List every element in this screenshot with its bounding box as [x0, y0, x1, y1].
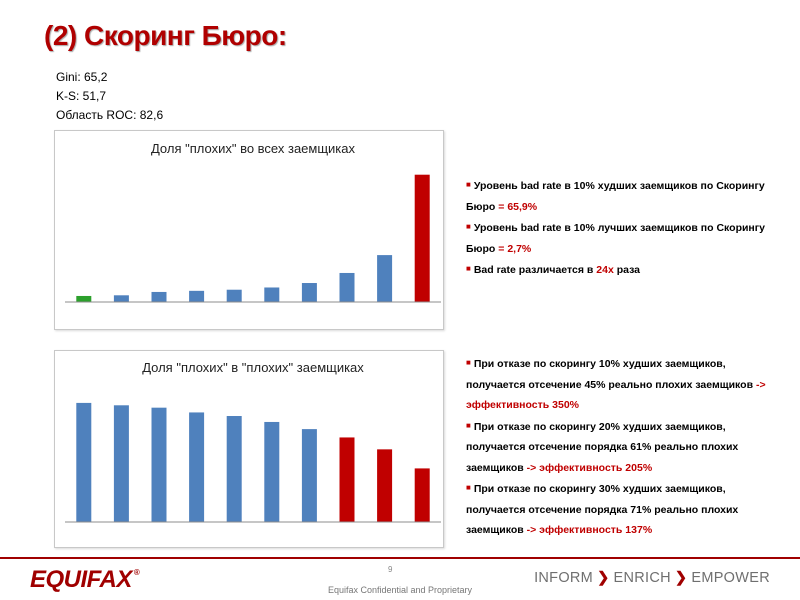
- note-text: Уровень bad rate в 10% лучших заемщиков …: [466, 222, 765, 255]
- confidential-notice: Equifax Confidential and Proprietary: [327, 585, 473, 595]
- note-item: ■ Bad rate различается в 24х раза: [466, 259, 786, 281]
- bar-10: [414, 174, 430, 302]
- bar-5: [226, 416, 242, 522]
- bullet-icon: ■: [466, 222, 471, 231]
- bar-10: [414, 468, 430, 522]
- bar-4: [189, 412, 205, 522]
- chart-title: Доля "плохих" в "плохих" заемщиках: [142, 360, 364, 375]
- chart-title: Доля "плохих" во всех заемщиках: [151, 141, 356, 156]
- note-item: ■ При отказе по скорингу 10% худших заемщ…: [466, 353, 786, 416]
- note-text: При отказе по скорингу 30% худших заемщи…: [466, 483, 739, 536]
- metrics-list: Gini: 65,2 K-S: 51,7 Область ROC: 82,6: [56, 68, 163, 125]
- tagline-enrich: ENRICH: [613, 570, 671, 586]
- footer-divider: [0, 557, 800, 559]
- bullet-icon: ■: [466, 180, 471, 189]
- bad-rate-notes: ■ Уровень bad rate в 10% худших заемщиков…: [466, 175, 786, 281]
- bar-7: [301, 283, 317, 302]
- tagline-separator-icon: ❯: [674, 570, 688, 586]
- note-text: При отказе по скорингу 20% худших заемщи…: [466, 420, 739, 474]
- note-highlight: -> эффективность 350%: [466, 378, 766, 412]
- registered-mark: ®: [133, 568, 140, 577]
- note-text: Bad rate различается в: [473, 264, 597, 276]
- bar-1: [76, 402, 92, 522]
- logo-text: EQUIFAX: [30, 566, 132, 593]
- tagline-inform: INFORM: [534, 570, 594, 586]
- note-text: Уровень bad rate в 10% худших заемщиков …: [466, 180, 765, 213]
- bar-9: [377, 255, 393, 302]
- note-item: ■ Уровень bad rate в 10% лучших заемщиков…: [466, 217, 786, 259]
- note-highlight: 24х: [596, 264, 614, 276]
- note-text-end: раза: [613, 264, 641, 276]
- bar-3: [151, 291, 167, 302]
- note-text: При отказе по скорингу 10% худших заемщи…: [466, 358, 756, 391]
- note-highlight: = 2,7%: [498, 242, 532, 255]
- roc-metric: Область ROC: 82,6: [56, 108, 164, 122]
- bar-6: [264, 421, 280, 522]
- bullet-icon: ■: [466, 264, 471, 273]
- bad-share-all-svg: Доля "плохих" во всех заемщиках: [65, 141, 441, 303]
- bar-9: [377, 449, 393, 522]
- note-highlight: -> эффективность 137%: [526, 524, 653, 536]
- note-highlight: -> эффективность 205%: [526, 461, 653, 474]
- bullet-icon: ■: [466, 420, 471, 430]
- bad-share-bad-chart: Доля "плохих" в "плохих" заемщиках: [54, 350, 444, 548]
- bad-share-bad-svg: Доля "плохих" в "плохих" заемщиках: [65, 360, 441, 523]
- bullet-icon: ■: [466, 358, 471, 367]
- bar-4: [189, 290, 205, 302]
- bar-7: [301, 429, 317, 522]
- bar-3: [151, 407, 167, 522]
- gini-metric: Gini: 65,2: [56, 70, 108, 84]
- note-item: ■ Уровень bad rate в 10% худших заемщиков…: [466, 175, 786, 217]
- ks-metric: K-S: 51,7: [56, 89, 107, 103]
- equifax-logo: EQUIFAX ®: [30, 566, 140, 594]
- bar-2: [113, 405, 129, 522]
- bar-1: [76, 295, 92, 302]
- bar-5: [226, 289, 242, 302]
- bullet-icon: ■: [466, 483, 471, 492]
- bar-2: [113, 295, 129, 302]
- bad-share-all-chart: Доля "плохих" во всех заемщиках: [54, 130, 444, 330]
- page-number: 9: [388, 565, 393, 574]
- note-item: ■ При отказе по скорингу 30% худших заемщ…: [466, 478, 786, 541]
- note-highlight: = 65,9%: [498, 200, 538, 213]
- bar-6: [264, 287, 280, 302]
- bar-8: [339, 272, 355, 302]
- tagline-separator-icon: ❯: [597, 570, 610, 586]
- tagline: INFORM ❯ ENRICH ❯ EMPOWER: [534, 570, 770, 586]
- efficiency-notes: ■ При отказе по скорингу 10% худших заемщ…: [466, 353, 786, 541]
- page-title: (2) Скоринг Бюро:: [44, 20, 287, 51]
- tagline-empower: EMPOWER: [691, 570, 770, 586]
- note-item: ■ При отказе по скорингу 20% худших заемщ…: [466, 416, 786, 479]
- bar-8: [339, 437, 355, 522]
